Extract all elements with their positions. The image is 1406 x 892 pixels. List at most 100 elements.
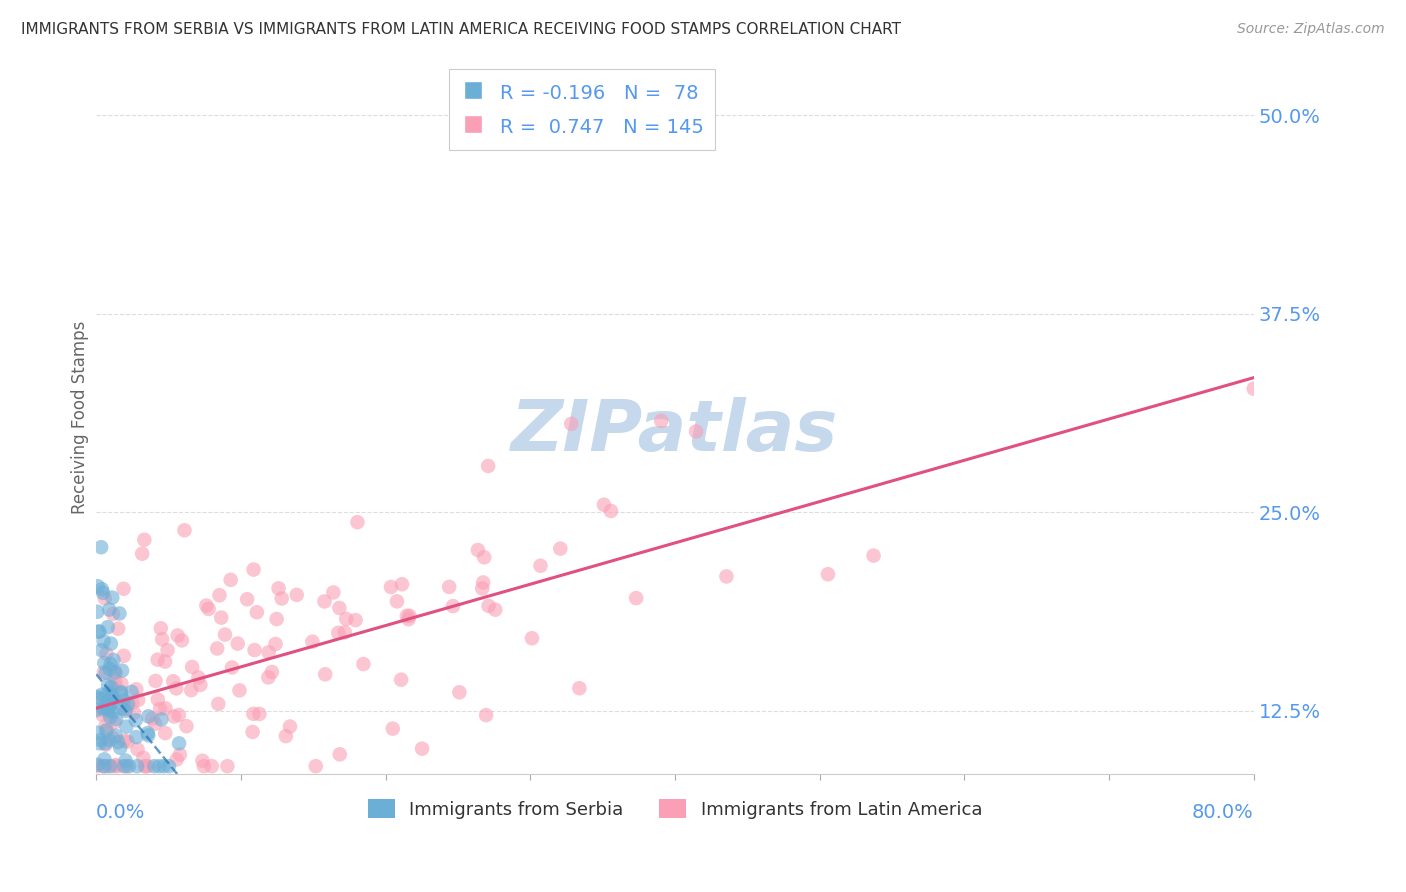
Point bbox=[97, 704, 120, 718]
Point bbox=[89, 624, 111, 639]
Point bbox=[169, 747, 191, 762]
Point bbox=[107, 759, 129, 773]
Point bbox=[176, 719, 198, 733]
Point bbox=[411, 741, 433, 756]
Point bbox=[217, 759, 239, 773]
Point bbox=[862, 549, 884, 563]
Point bbox=[94, 665, 117, 680]
Point bbox=[93, 591, 115, 606]
Point bbox=[156, 643, 179, 657]
Point bbox=[352, 657, 374, 671]
Point bbox=[221, 660, 243, 674]
Point bbox=[467, 543, 489, 558]
Point bbox=[96, 695, 118, 709]
Point bbox=[97, 700, 120, 714]
Point bbox=[167, 736, 190, 750]
Point bbox=[153, 726, 176, 740]
Point bbox=[143, 759, 166, 773]
Point bbox=[108, 740, 131, 755]
Point bbox=[520, 632, 543, 646]
Point bbox=[398, 612, 420, 626]
Point bbox=[121, 696, 143, 710]
Point bbox=[91, 701, 114, 715]
Point bbox=[98, 733, 121, 747]
Legend: Immigrants from Serbia, Immigrants from Latin America: Immigrants from Serbia, Immigrants from … bbox=[360, 792, 990, 826]
Point bbox=[112, 734, 135, 748]
Point bbox=[132, 751, 155, 765]
Point bbox=[201, 759, 224, 773]
Point bbox=[114, 754, 136, 768]
Point bbox=[97, 698, 120, 712]
Point bbox=[264, 637, 287, 651]
Point bbox=[314, 594, 336, 608]
Point bbox=[267, 582, 290, 596]
Point bbox=[391, 577, 413, 591]
Point bbox=[90, 643, 112, 657]
Point bbox=[87, 624, 110, 639]
Point bbox=[98, 710, 121, 724]
Point bbox=[100, 637, 122, 651]
Point bbox=[101, 607, 124, 621]
Point bbox=[103, 715, 125, 730]
Point bbox=[193, 759, 215, 773]
Point bbox=[93, 656, 115, 670]
Point bbox=[87, 579, 110, 593]
Point bbox=[91, 688, 114, 702]
Point bbox=[103, 653, 125, 667]
Point bbox=[104, 665, 127, 680]
Point bbox=[188, 678, 211, 692]
Point bbox=[328, 601, 350, 615]
Point bbox=[817, 567, 839, 582]
Point bbox=[650, 414, 672, 428]
Point bbox=[173, 523, 195, 537]
Point bbox=[108, 607, 131, 621]
Point bbox=[560, 417, 582, 431]
Point bbox=[105, 712, 128, 726]
Point bbox=[228, 683, 250, 698]
Point bbox=[93, 634, 115, 648]
Text: Source: ZipAtlas.com: Source: ZipAtlas.com bbox=[1237, 22, 1385, 37]
Point bbox=[100, 680, 122, 694]
Point bbox=[437, 580, 460, 594]
Point bbox=[197, 602, 219, 616]
Text: 0.0%: 0.0% bbox=[96, 803, 146, 822]
Point bbox=[249, 706, 271, 721]
Point bbox=[134, 759, 156, 773]
Point bbox=[86, 757, 108, 772]
Point bbox=[568, 681, 591, 696]
Point bbox=[86, 759, 108, 773]
Point bbox=[600, 504, 623, 518]
Point bbox=[285, 588, 308, 602]
Point bbox=[278, 719, 301, 733]
Point bbox=[93, 665, 115, 680]
Point bbox=[86, 605, 108, 619]
Point bbox=[138, 709, 160, 723]
Point bbox=[97, 620, 120, 634]
Point bbox=[84, 703, 107, 717]
Point bbox=[166, 752, 188, 766]
Point bbox=[207, 697, 229, 711]
Point bbox=[226, 637, 249, 651]
Point bbox=[398, 608, 420, 623]
Point bbox=[101, 689, 124, 703]
Point bbox=[134, 759, 156, 773]
Point bbox=[110, 685, 132, 699]
Point bbox=[90, 540, 112, 554]
Point bbox=[96, 647, 118, 661]
Point bbox=[335, 612, 357, 626]
Point bbox=[110, 676, 132, 690]
Point bbox=[134, 533, 156, 547]
Point bbox=[219, 573, 242, 587]
Point bbox=[181, 660, 204, 674]
Text: 80.0%: 80.0% bbox=[1192, 803, 1254, 822]
Point bbox=[449, 685, 471, 699]
Point bbox=[96, 723, 118, 737]
Point bbox=[146, 692, 169, 706]
Point bbox=[97, 678, 120, 692]
Point bbox=[148, 759, 170, 773]
Point bbox=[395, 608, 418, 623]
Point bbox=[104, 729, 127, 743]
Point bbox=[136, 759, 159, 773]
Point bbox=[101, 692, 124, 706]
Point bbox=[243, 643, 266, 657]
